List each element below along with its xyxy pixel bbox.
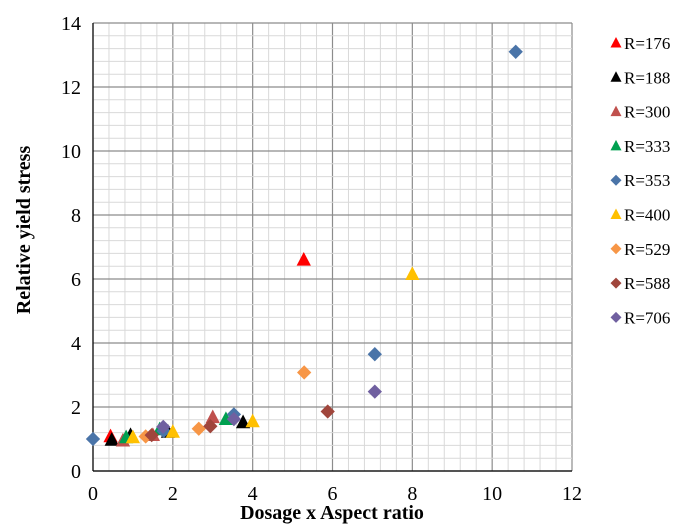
data-point bbox=[297, 365, 312, 380]
data-point bbox=[191, 421, 206, 436]
data-point bbox=[226, 412, 242, 427]
x-tick-label: 6 bbox=[328, 483, 338, 505]
x-tick-label: 0 bbox=[88, 483, 98, 505]
legend-marker bbox=[610, 243, 622, 255]
y-tick-label: 10 bbox=[61, 141, 81, 163]
data-point bbox=[508, 44, 523, 59]
legend-marker bbox=[610, 105, 622, 117]
y-tick-label: 12 bbox=[61, 77, 81, 99]
x-tick-label: 10 bbox=[482, 483, 502, 505]
data-points bbox=[85, 44, 523, 447]
legend-marker bbox=[610, 208, 622, 219]
y-axis-ticks: 0 2 4 6 8 10 12 14 bbox=[61, 13, 81, 483]
y-tick-label: 4 bbox=[71, 333, 81, 355]
legend-label: R=706 bbox=[624, 308, 670, 327]
legend-marker bbox=[610, 139, 622, 151]
data-point bbox=[235, 414, 251, 429]
legend-label: R=188 bbox=[624, 68, 670, 87]
data-point bbox=[203, 419, 218, 434]
legend-label: R=353 bbox=[624, 171, 670, 190]
legend-marker bbox=[610, 37, 622, 48]
data-point bbox=[85, 431, 101, 447]
data-point bbox=[138, 429, 153, 444]
data-point bbox=[205, 409, 220, 424]
y-axis-title: Relative yield stress bbox=[13, 146, 35, 315]
x-tick-label: 8 bbox=[407, 483, 417, 505]
data-point bbox=[367, 347, 382, 362]
x-tick-label: 4 bbox=[248, 483, 258, 505]
data-point bbox=[104, 432, 119, 446]
data-point bbox=[156, 419, 171, 434]
data-point bbox=[165, 424, 180, 438]
legend-label: R=529 bbox=[624, 240, 670, 259]
legend-marker bbox=[610, 311, 622, 323]
data-point bbox=[367, 384, 382, 399]
data-point bbox=[405, 266, 420, 281]
legend-label: R=400 bbox=[624, 206, 670, 225]
y-tick-label: 14 bbox=[61, 13, 81, 35]
data-point bbox=[320, 404, 335, 419]
x-tick-label: 2 bbox=[168, 483, 178, 505]
grid bbox=[92, 22, 573, 472]
x-tick-label: 12 bbox=[562, 483, 582, 505]
legend-label: R=300 bbox=[624, 103, 670, 122]
legend-marker bbox=[610, 174, 622, 186]
y-tick-label: 0 bbox=[71, 461, 81, 483]
data-point bbox=[296, 252, 311, 266]
legend: R=176 R=188 R=300 R=333 R=353 R=400 R=529 R=588… bbox=[610, 34, 670, 327]
data-point bbox=[245, 413, 260, 428]
legend-marker bbox=[610, 71, 622, 82]
legend-label: R=333 bbox=[624, 137, 670, 156]
legend-label: R=176 bbox=[624, 34, 670, 53]
y-tick-label: 8 bbox=[71, 205, 81, 227]
data-point bbox=[125, 429, 141, 444]
x-axis-title: Dosage x Aspect ratio bbox=[240, 502, 424, 524]
y-tick-label: 2 bbox=[71, 397, 81, 419]
legend-marker bbox=[610, 277, 622, 289]
y-tick-label: 6 bbox=[71, 269, 81, 291]
x-axis-ticks: 0 2 4 6 8 10 12 bbox=[88, 483, 582, 505]
legend-label: R=588 bbox=[624, 274, 670, 293]
data-point bbox=[144, 428, 159, 443]
